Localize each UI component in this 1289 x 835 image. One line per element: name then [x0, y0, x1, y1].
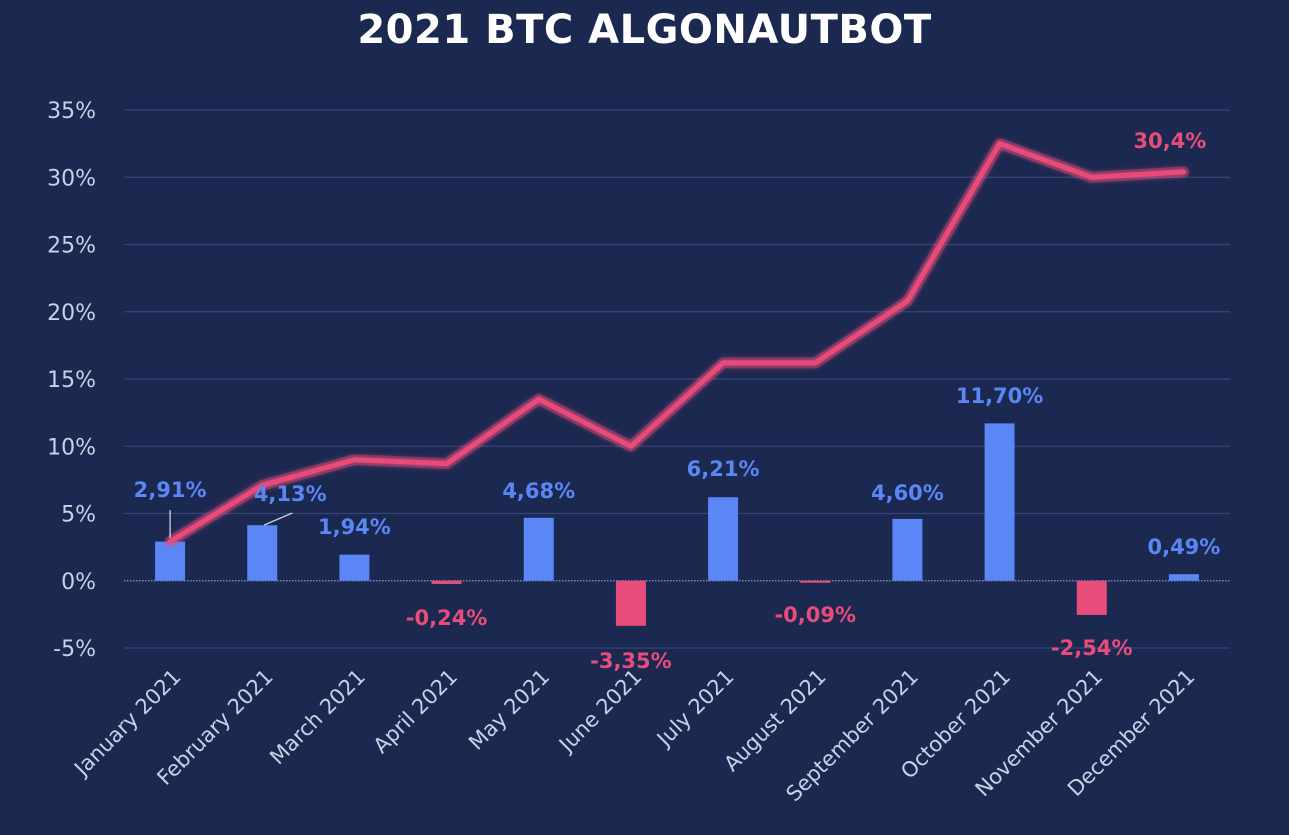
y-tick-label: 35% — [47, 99, 96, 124]
bar — [892, 518, 923, 581]
bar-data-label: 4,13% — [254, 482, 327, 506]
bar — [1076, 580, 1107, 615]
y-tick-label: 20% — [47, 301, 96, 326]
y-tick-label: -5% — [53, 637, 96, 662]
bar — [155, 541, 186, 581]
cumulative-line-series — [164, 138, 1190, 548]
x-category-label: May 2021 — [464, 665, 554, 755]
y-tick-label: 25% — [47, 234, 96, 259]
cumulative-line — [167, 141, 1187, 545]
data-labels: 2,91% 4,13% 1,94% -0,24% 4,68% -3,35% 6,21% -0,… — [134, 129, 1221, 673]
chart-title: 2021 BTC ALGONAUTBOT — [357, 7, 932, 53]
bar-data-label: 2,91% — [134, 478, 207, 502]
bar — [523, 517, 554, 581]
bar-data-label: 4,68% — [502, 479, 575, 503]
line-end-label: 30,4% — [1133, 129, 1206, 153]
bar-data-label: -0,24% — [406, 606, 488, 630]
bar — [247, 525, 278, 581]
bar-data-label: -2,54% — [1051, 636, 1133, 660]
bar-series — [155, 423, 1199, 626]
bar-data-label: 0,49% — [1147, 535, 1220, 559]
label-leader-line — [263, 512, 293, 526]
y-tick-label: 5% — [61, 503, 96, 528]
y-tick-label: 15% — [47, 368, 96, 393]
bar-data-label: -0,09% — [774, 603, 856, 627]
bar-data-label: 1,94% — [318, 515, 391, 539]
y-tick-label: 30% — [47, 166, 96, 191]
bar — [431, 580, 462, 584]
x-category-label: April 2021 — [369, 665, 462, 758]
x-category-label: June 2021 — [553, 665, 646, 758]
bar-data-label: 11,70% — [956, 384, 1043, 408]
bar-data-label: 6,21% — [687, 457, 760, 481]
grid-lines — [124, 109, 1230, 649]
y-tick-label: 10% — [47, 435, 96, 460]
bar — [984, 423, 1015, 581]
bar-data-label: -3,35% — [590, 649, 672, 673]
x-category-label: July 2021 — [651, 665, 739, 753]
bar — [615, 580, 646, 626]
bar — [708, 497, 739, 581]
x-category-label: March 2021 — [265, 665, 370, 770]
bar-data-label: 4,60% — [871, 481, 944, 505]
bar — [800, 580, 831, 583]
y-tick-label: 0% — [61, 570, 96, 595]
bar — [339, 554, 370, 581]
y-axis-ticks: -5% 0% 5% 10% 15% 20% 25% 30% 35% — [47, 99, 96, 662]
bar — [1168, 574, 1199, 581]
